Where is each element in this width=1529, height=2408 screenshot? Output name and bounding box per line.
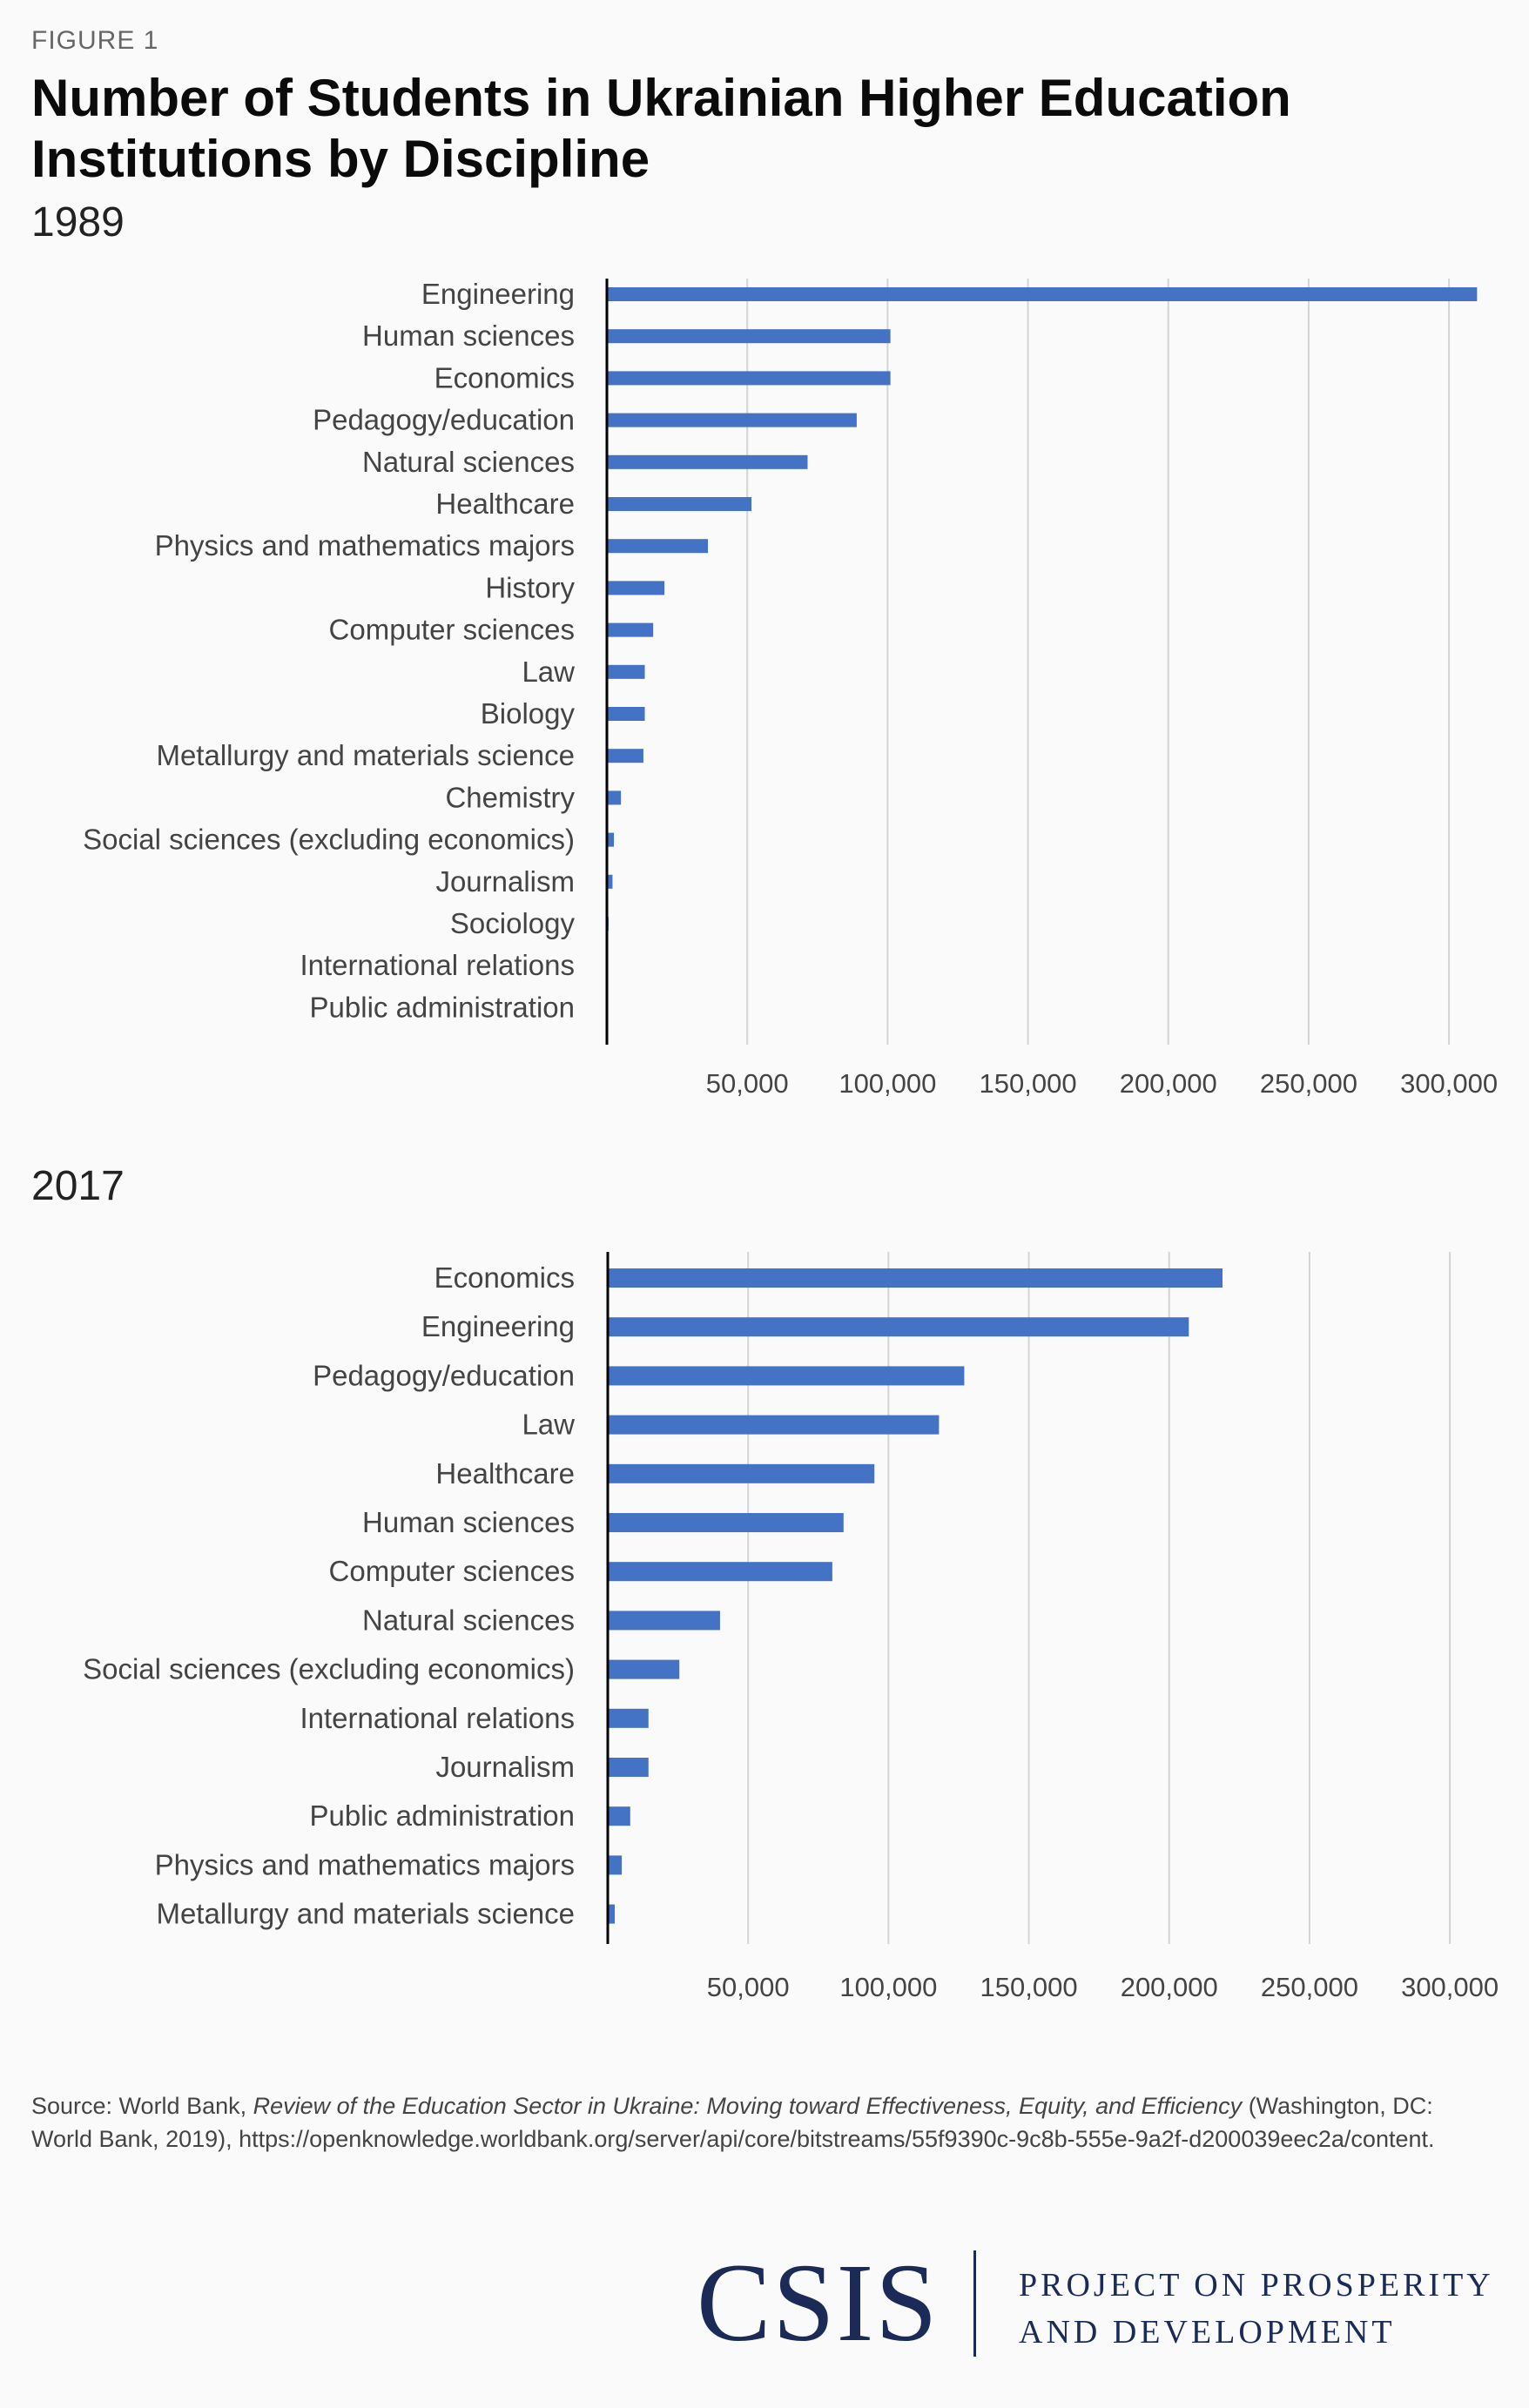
bar — [608, 1611, 720, 1631]
category-label: Sociology — [450, 907, 576, 939]
bar — [608, 1513, 844, 1532]
category-label: International relations — [300, 949, 575, 981]
bar — [607, 329, 891, 344]
bar — [608, 1463, 875, 1483]
bar — [608, 1366, 965, 1386]
x-tick-label: 300,000 — [1400, 1068, 1498, 1099]
bar — [608, 1268, 1223, 1288]
category-label: Computer sciences — [329, 614, 575, 646]
bar — [607, 874, 613, 889]
category-label: Metallurgy and materials science — [156, 1898, 575, 1930]
bar — [607, 287, 1478, 301]
category-label: International relations — [300, 1702, 575, 1734]
category-label: Computer sciences — [329, 1555, 575, 1587]
bar — [608, 1806, 630, 1826]
bar-chart-2017: Economics Engineering Pedagogy/education La… — [83, 1252, 1499, 2002]
x-tick-label: 150,000 — [980, 1972, 1078, 2002]
program-name-line1: PROJECT ON PROSPERITY — [1019, 2267, 1494, 2304]
category-label: Engineering — [421, 1310, 575, 1342]
figure-label: FIGURE 1 — [31, 26, 159, 55]
category-label: Natural sciences — [362, 1604, 575, 1636]
source-prefix: Source: World Bank, — [31, 2093, 253, 2119]
category-label: Law — [522, 656, 575, 688]
x-tick-label: 200,000 — [1121, 1972, 1218, 2002]
bar — [607, 371, 891, 386]
category-label: Physics and mathematics majors — [155, 1848, 575, 1880]
bar — [607, 497, 752, 511]
bar — [608, 1855, 623, 1875]
category-label: Journalism — [435, 1751, 575, 1783]
logo-divider — [973, 2250, 976, 2357]
x-tick-label: 250,000 — [1261, 1972, 1358, 2002]
chart-1989-subtitle: 1989 — [31, 199, 125, 246]
category-label: Metallurgy and materials science — [156, 739, 575, 771]
category-label: Chemistry — [445, 781, 575, 813]
x-tick-label: 300,000 — [1401, 1972, 1499, 2002]
bar-chart-1989: Engineering Human sciences Economics Pedago… — [83, 278, 1498, 1099]
bar — [608, 1659, 680, 1679]
bar — [607, 707, 645, 721]
category-label: Economics — [434, 361, 575, 393]
bar — [608, 1904, 616, 1924]
category-label: Engineering — [421, 278, 575, 310]
bar — [608, 1415, 940, 1435]
category-label: Pedagogy/education — [313, 1359, 575, 1391]
x-tick-label: 50,000 — [707, 1972, 790, 2002]
category-label: Public administration — [310, 1799, 575, 1832]
chart-2017-subtitle: 2017 — [31, 1163, 125, 1209]
category-label: Social sciences (excluding economics) — [83, 824, 575, 856]
bar — [608, 1758, 649, 1777]
category-label: Public administration — [310, 991, 575, 1023]
category-label: Pedagogy/education — [313, 404, 575, 436]
category-label: Healthcare — [435, 488, 575, 520]
category-label: Healthcare — [435, 1457, 575, 1490]
category-label: Natural sciences — [362, 446, 575, 478]
category-label: Journalism — [435, 865, 575, 898]
x-tick-label: 250,000 — [1260, 1068, 1357, 1099]
category-label: Physics and mathematics majors — [155, 529, 575, 562]
category-label: Human sciences — [362, 319, 575, 352]
bar — [608, 1562, 832, 1582]
bar — [607, 454, 808, 469]
source-note: Source: World Bank, Review of the Educat… — [31, 2089, 1494, 2156]
category-label: Economics — [434, 1261, 575, 1294]
x-tick-label: 50,000 — [706, 1068, 789, 1099]
bar — [608, 1708, 649, 1728]
x-tick-label: 200,000 — [1120, 1068, 1217, 1099]
category-label: History — [485, 571, 575, 603]
category-label: Law — [522, 1409, 575, 1441]
x-tick-label: 100,000 — [839, 1972, 937, 2002]
source-suffix: (Washington, DC: World Bank, 2019), http… — [31, 2093, 1435, 2152]
bar — [607, 413, 857, 427]
bar — [607, 790, 622, 805]
bar — [607, 664, 645, 679]
x-tick-label: 150,000 — [980, 1068, 1077, 1099]
bar — [607, 581, 665, 595]
category-label: Social sciences (excluding economics) — [83, 1653, 575, 1685]
program-name-line2: AND DEVELOPMENT — [1019, 2314, 1396, 2351]
category-label: Biology — [481, 697, 576, 730]
csis-logo: CSIS — [697, 2241, 940, 2364]
bar — [607, 832, 615, 847]
x-tick-label: 100,000 — [839, 1068, 936, 1099]
program-name: PROJECT ON PROSPERITY AND DEVELOPMENT — [1019, 2262, 1494, 2356]
bar — [607, 622, 654, 637]
category-label: Human sciences — [362, 1506, 575, 1538]
chart-title: Number of Students in Ukrainian Higher E… — [31, 69, 1291, 188]
bar — [607, 749, 643, 763]
bar — [607, 539, 709, 554]
bar — [608, 1317, 1189, 1337]
source-report-title: Review of the Education Sector in Ukrain… — [253, 2093, 1243, 2119]
